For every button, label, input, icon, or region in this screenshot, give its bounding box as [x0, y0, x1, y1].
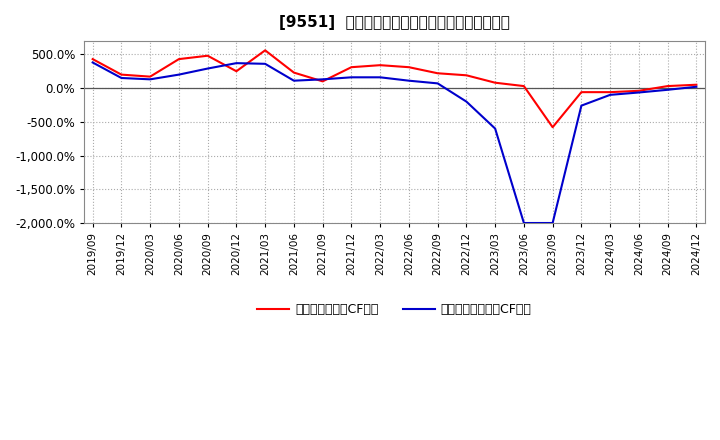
Title: [9551]  有利子負債キャッシュフロー比率の推移: [9551] 有利子負債キャッシュフロー比率の推移	[279, 15, 510, 30]
有利子負債フリーCF比率	[347, 75, 356, 80]
有利子負債営業CF比率	[376, 62, 384, 68]
Legend: 有利子負債営業CF比率, 有利子負債フリーCF比率: 有利子負債営業CF比率, 有利子負債フリーCF比率	[253, 298, 536, 322]
有利子負債フリーCF比率	[376, 75, 384, 80]
有利子負債フリーCF比率	[462, 99, 471, 104]
有利子負債フリーCF比率	[433, 81, 442, 86]
有利子負債営業CF比率	[663, 84, 672, 89]
有利子負債フリーCF比率	[203, 66, 212, 71]
有利子負債フリーCF比率	[520, 220, 528, 226]
有利子負債営業CF比率	[89, 56, 97, 62]
有利子負債営業CF比率	[462, 73, 471, 78]
有利子負債フリーCF比率	[146, 77, 155, 82]
有利子負債営業CF比率	[491, 80, 500, 85]
有利子負債営業CF比率	[405, 65, 413, 70]
有利子負債フリーCF比率	[549, 220, 557, 226]
有利子負債営業CF比率	[692, 82, 701, 88]
有利子負債営業CF比率	[606, 89, 614, 95]
有利子負債フリーCF比率	[318, 77, 327, 82]
有利子負債営業CF比率	[318, 79, 327, 84]
有利子負債営業CF比率	[203, 53, 212, 59]
有利子負債フリーCF比率	[232, 61, 240, 66]
有利子負債フリーCF比率	[663, 87, 672, 92]
有利子負債営業CF比率	[347, 65, 356, 70]
有利子負債フリーCF比率	[174, 72, 183, 77]
有利子負債フリーCF比率	[405, 78, 413, 83]
有利子負債フリーCF比率	[606, 92, 614, 98]
有利子負債フリーCF比率	[289, 78, 298, 83]
有利子負債営業CF比率	[577, 89, 585, 95]
有利子負債営業CF比率	[146, 74, 155, 79]
有利子負債営業CF比率	[433, 71, 442, 76]
Line: 有利子負債フリーCF比率: 有利子負債フリーCF比率	[93, 62, 696, 223]
Line: 有利子負債営業CF比率: 有利子負債営業CF比率	[93, 50, 696, 127]
有利子負債営業CF比率	[634, 88, 643, 93]
有利子負債フリーCF比率	[692, 84, 701, 89]
有利子負債営業CF比率	[174, 56, 183, 62]
有利子負債営業CF比率	[232, 69, 240, 74]
有利子負債営業CF比率	[549, 125, 557, 130]
有利子負債フリーCF比率	[634, 90, 643, 95]
有利子負債フリーCF比率	[577, 103, 585, 108]
有利子負債フリーCF比率	[261, 61, 269, 66]
有利子負債営業CF比率	[520, 84, 528, 89]
有利子負債営業CF比率	[261, 48, 269, 53]
有利子負債フリーCF比率	[117, 75, 126, 81]
有利子負債営業CF比率	[117, 72, 126, 77]
有利子負債フリーCF比率	[89, 60, 97, 65]
有利子負債営業CF比率	[289, 70, 298, 75]
有利子負債フリーCF比率	[491, 126, 500, 131]
